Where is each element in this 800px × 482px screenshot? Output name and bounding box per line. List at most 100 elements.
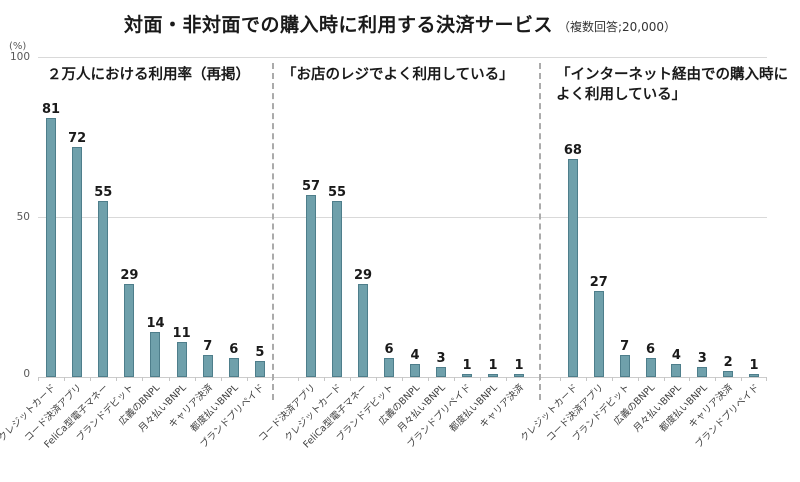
panel-divider-2 xyxy=(539,63,541,400)
panel-title-total-usage: ２万人における利用率（再掲） xyxy=(47,67,250,83)
bar xyxy=(619,355,630,377)
bars-total-usage: 81 クレジットカード 72 コード決済アプリ 55 FeliCa型電子マネー 29 ブランド… xyxy=(0,57,273,451)
bars-internet-purchase: 68 クレジットカード 27 コード決済アプリ 7 ブランドデビット 6 広義のBNPL 4 月々… xyxy=(518,57,767,451)
bar-value-label: 1 xyxy=(749,357,759,373)
bar-column: 1 都度払いBNPL xyxy=(448,57,506,434)
bar-value-label: 11 xyxy=(172,325,191,341)
bar-value-label: 5 xyxy=(255,344,265,360)
gridline-100 xyxy=(38,57,767,58)
bar-column: 4 広義のBNPL xyxy=(377,57,428,428)
bar-value-label: 29 xyxy=(120,267,139,283)
bar xyxy=(462,374,472,377)
category-axis-tick xyxy=(168,377,170,381)
category-axis-tick xyxy=(663,377,665,381)
bar-value-label: 3 xyxy=(436,350,446,366)
category-axis-tick xyxy=(585,377,587,381)
bar xyxy=(514,374,524,377)
bar-value-label: 1 xyxy=(462,357,472,373)
bar-column: 7 キャリア決済 xyxy=(167,57,221,430)
bar-column: 55 FeliCa型電子マネー xyxy=(42,57,116,451)
y-axis-unit-label: (%) xyxy=(9,41,27,52)
chart-title-note: （複数回答;20,000） xyxy=(557,20,677,34)
bar-value-label: 1 xyxy=(488,357,498,373)
bar-column: 55 クレジットカード xyxy=(283,57,350,444)
bar xyxy=(697,367,708,377)
y-axis-tick-50: 50 xyxy=(16,211,30,223)
bar-column: 1 キャリア決済 xyxy=(478,57,532,430)
panel-title-store-register: 「お店のレジでよく利用している」 xyxy=(282,67,514,83)
category-axis-tick xyxy=(298,377,299,381)
bar xyxy=(254,361,265,377)
panel-divider-1 xyxy=(272,63,274,400)
bar-column: 4 月々払いBNPL xyxy=(631,57,690,434)
category-axis-tick xyxy=(402,377,403,381)
bar-value-label: 72 xyxy=(68,130,87,146)
category-axis-tick xyxy=(324,377,325,381)
category-axis-tick xyxy=(64,377,66,381)
y-axis-tick-0: 0 xyxy=(23,368,30,380)
bar-value-label: 3 xyxy=(697,350,707,366)
category-axis-tick xyxy=(428,377,429,381)
bar-column: 57 コード決済アプリ xyxy=(257,57,324,444)
bar-value-label: 14 xyxy=(146,315,165,331)
panel-store-register: 「お店のレジでよく利用している」 57 コード決済アプリ 55 クレジットカード 29 F… xyxy=(257,57,540,451)
bar xyxy=(98,201,109,377)
bar xyxy=(72,147,83,377)
bar-value-label: 2 xyxy=(723,354,733,370)
category-axis-tick xyxy=(560,377,561,381)
bar xyxy=(410,364,420,377)
bar xyxy=(723,371,734,377)
bar-value-label: 6 xyxy=(229,341,239,357)
bar-column: 3 都度払いBNPL xyxy=(657,57,715,434)
bar-value-label: 6 xyxy=(384,341,394,357)
panel-internet-purchase: 「インターネット経由での購入時によく利用している」 68 クレジットカード 27 コー… xyxy=(518,57,788,451)
category-axis-tick xyxy=(246,377,248,381)
bar-column: 29 ブランドデビット xyxy=(75,57,142,444)
bar xyxy=(384,358,394,377)
bars-store-register: 57 コード決済アプリ 55 クレジットカード 29 FeliCa型電子マネー 6 ブランドデ… xyxy=(257,57,540,451)
bar-column: 72 コード決済アプリ xyxy=(23,57,90,444)
category-axis-tick xyxy=(350,377,351,381)
bar xyxy=(228,358,239,377)
category-axis-tick xyxy=(142,377,144,381)
bar-column: 81 クレジットカード xyxy=(0,57,64,444)
category-axis-tick xyxy=(741,377,743,381)
bar-column: 14 広義のBNPL xyxy=(117,57,168,428)
bar xyxy=(306,195,316,377)
bar-column: 11 月々払いBNPL xyxy=(137,57,195,434)
panel-total-usage: ２万人における利用率（再掲） 81 クレジットカード 72 コード決済アプリ 55 Fel… xyxy=(0,57,273,451)
category-axis-tick xyxy=(454,377,455,381)
category-axis-tick xyxy=(194,377,196,381)
bar-value-label: 57 xyxy=(301,178,321,194)
bar xyxy=(358,284,368,377)
bar xyxy=(202,355,213,377)
category-axis-tick xyxy=(611,377,613,381)
chart-title: 対面・非対面での購入時に利用する決済サービス （複数回答;20,000） xyxy=(0,10,800,37)
bar-value-label: 29 xyxy=(353,267,373,283)
bar-column: 5 ブランドプリペイド xyxy=(199,57,273,451)
chart-title-main: 対面・非対面での購入時に利用する決済サービス xyxy=(123,14,553,36)
category-axis-tick xyxy=(116,377,118,381)
bar-column: 2 キャリア決済 xyxy=(687,57,741,430)
bar-value-label: 7 xyxy=(203,338,213,354)
plot-area: ２万人における利用率（再掲） 81 クレジットカード 72 コード決済アプリ 55 Fel… xyxy=(0,57,788,451)
bar-value-label: 55 xyxy=(327,184,347,200)
gridline-50 xyxy=(38,217,767,218)
bar-value-label: 1 xyxy=(514,357,524,373)
bar xyxy=(749,374,760,377)
bar-value-label: 4 xyxy=(671,347,681,363)
bar xyxy=(436,367,446,377)
bar-value-label: 4 xyxy=(410,347,420,363)
bar-value-label: 81 xyxy=(42,101,61,117)
bar xyxy=(150,332,161,377)
bar-column: 6 広義のBNPL xyxy=(612,57,664,428)
category-axis-tick xyxy=(220,377,222,381)
bar-column: 68 クレジットカード xyxy=(518,57,586,444)
y-axis-tick-100: 100 xyxy=(9,51,30,63)
bar xyxy=(567,159,578,377)
bar-column: 27 コード決済アプリ xyxy=(544,57,612,444)
panels-row: ２万人における利用率（再掲） 81 クレジットカード 72 コード決済アプリ 55 Fel… xyxy=(0,57,788,451)
bar-value-label: 55 xyxy=(94,184,113,200)
bar xyxy=(593,291,604,377)
